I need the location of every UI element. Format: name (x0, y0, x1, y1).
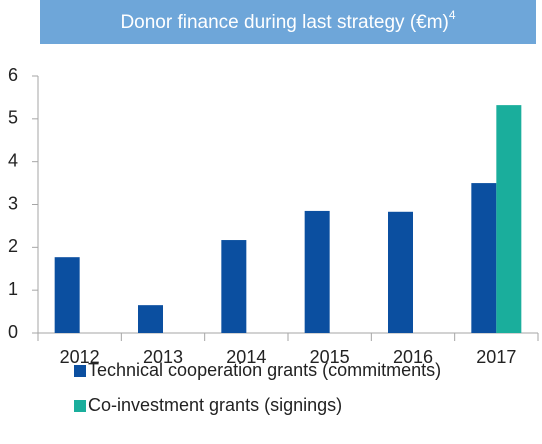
bar (471, 183, 497, 333)
bar (496, 105, 522, 333)
bar (304, 210, 330, 333)
y-tick-label: 6 (8, 65, 18, 85)
y-tick-label: 1 (8, 279, 18, 299)
bar (221, 240, 247, 333)
title-footnote: 4 (449, 8, 456, 22)
x-tick-label: 2015 (310, 347, 350, 367)
y-tick-label: 4 (8, 150, 18, 170)
chart-title: Donor finance during last strategy (€m)4 (120, 8, 455, 33)
chart-title-text: Donor finance during last strategy (€m) (120, 12, 448, 33)
legend-swatch (74, 400, 86, 412)
bar (54, 257, 80, 333)
x-tick-label: 2017 (476, 347, 516, 367)
legend-label: Technical cooperation grants (commitment… (88, 360, 441, 380)
x-tick-label: 2016 (393, 347, 433, 367)
x-tick-label: 2012 (60, 347, 100, 367)
x-tick-label: 2013 (143, 347, 183, 367)
legend-swatch (74, 365, 86, 377)
y-tick-label: 2 (8, 236, 18, 256)
bar (138, 305, 163, 333)
legend-label: Co-investment grants (signings) (88, 395, 342, 415)
y-tick-label: 5 (8, 108, 18, 128)
y-tick-label: 3 (8, 193, 18, 213)
x-tick-label: 2014 (226, 347, 266, 367)
title-banner (40, 0, 536, 44)
y-tick-label: 0 (8, 322, 18, 342)
bar (388, 211, 413, 333)
